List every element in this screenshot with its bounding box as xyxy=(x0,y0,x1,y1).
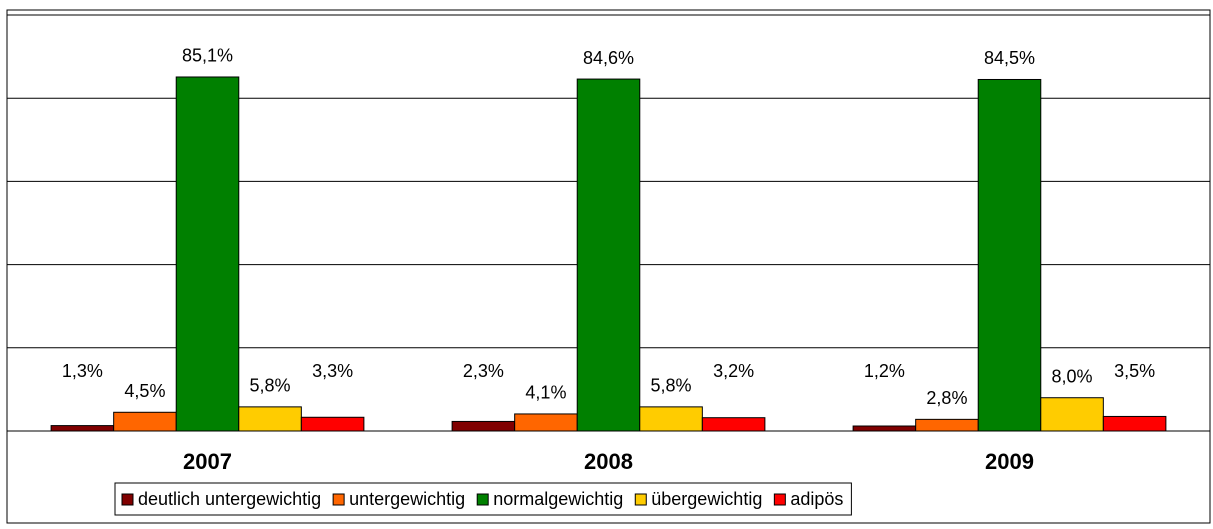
legend: deutlich untergewichtig untergewichtig nor… xyxy=(114,482,852,516)
bar xyxy=(1102,415,1167,432)
legend-label: untergewichtig xyxy=(349,489,465,509)
bar xyxy=(50,425,115,432)
value-label: 4,1% xyxy=(525,383,566,403)
value-label: 2,3% xyxy=(463,361,504,381)
bar xyxy=(514,413,578,432)
bar xyxy=(915,418,979,432)
value-label: 3,2% xyxy=(713,361,754,381)
bar xyxy=(639,406,703,432)
bar xyxy=(300,416,365,432)
value-label: 3,5% xyxy=(1114,361,1155,381)
value-label: 1,2% xyxy=(864,361,905,381)
legend-swatch xyxy=(121,493,134,506)
value-label: 84,6% xyxy=(583,48,634,68)
bar xyxy=(701,417,766,432)
value-label: 5,8% xyxy=(250,376,291,396)
bar xyxy=(175,76,240,432)
value-label: 85,1% xyxy=(182,46,233,66)
legend-swatch xyxy=(773,493,786,506)
value-label: 8,0% xyxy=(1052,366,1093,386)
value-label: 84,5% xyxy=(984,48,1035,68)
legend-swatch xyxy=(634,493,647,506)
bar xyxy=(576,78,641,432)
bar xyxy=(451,420,516,432)
x-tick-label: 2009 xyxy=(985,449,1034,474)
legend-label: normalgewichtig xyxy=(493,489,623,509)
value-label: 4,5% xyxy=(124,381,165,401)
value-label: 2,8% xyxy=(926,388,967,408)
legend-swatch xyxy=(332,493,345,506)
bar xyxy=(977,78,1042,432)
bar xyxy=(238,406,302,432)
legend-label: deutlich untergewichtig xyxy=(138,489,321,509)
legend-swatch xyxy=(476,493,489,506)
x-tick-label: 2008 xyxy=(584,449,633,474)
legend-label: adipös xyxy=(790,489,843,509)
bar xyxy=(1040,397,1104,432)
bar xyxy=(852,425,917,432)
x-tick-label: 2007 xyxy=(183,449,232,474)
value-label: 5,8% xyxy=(651,376,692,396)
value-label: 1,3% xyxy=(62,361,103,381)
legend-label: übergewichtig xyxy=(651,489,762,509)
value-label: 3,3% xyxy=(312,361,353,381)
bar xyxy=(113,411,177,432)
